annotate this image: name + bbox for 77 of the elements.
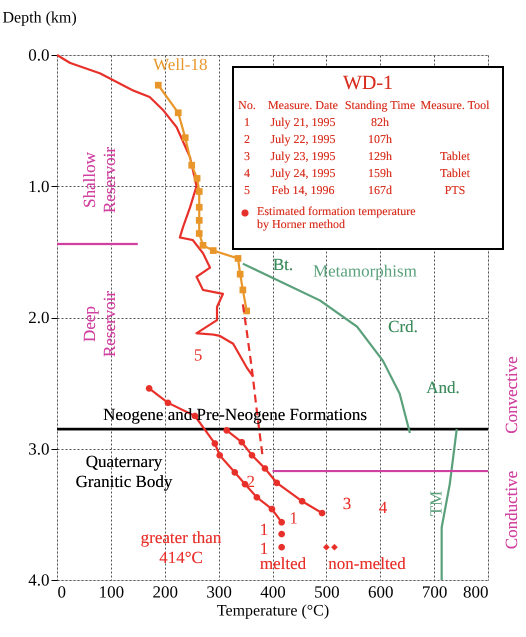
point [273, 480, 280, 486]
x-tick-label: 800 [463, 582, 488, 602]
point [231, 469, 238, 476]
y-tick-label: 0.0 [28, 46, 50, 64]
point [210, 247, 217, 254]
point [318, 510, 326, 516]
text: 3 July 23, 1995 129h Tablet [244, 149, 470, 163]
x-tick-label: 500 [314, 582, 340, 602]
annotation: 4 [378, 498, 388, 517]
point [194, 175, 200, 182]
point [298, 498, 306, 505]
annotation: 3 [342, 494, 352, 513]
point [196, 204, 203, 211]
point [254, 494, 260, 501]
point [278, 518, 286, 526]
series-label: Metamorphism [312, 261, 417, 280]
point [240, 286, 246, 294]
point [248, 452, 256, 459]
point [174, 109, 182, 116]
series-label: Well-18 [153, 55, 208, 74]
annotation: Bt. [272, 255, 294, 274]
point [236, 270, 244, 278]
annotation: greater than 414°C [140, 528, 222, 567]
y-tick-label: 2.0 [28, 308, 50, 327]
point [262, 465, 268, 472]
point [164, 399, 172, 406]
x-axis-title: Temperature (°C) [216, 602, 330, 620]
point [196, 188, 203, 195]
point [223, 427, 230, 434]
y-axis-title: Depth (km) [2, 10, 77, 26]
annotation: Deep Reservoir [80, 290, 119, 358]
line-series [440, 428, 458, 582]
annotation: And. [426, 378, 460, 397]
series-label: 2 [246, 472, 256, 491]
point [234, 255, 242, 262]
text: TM [426, 490, 446, 516]
series-label: 5 [194, 346, 202, 365]
point [188, 162, 196, 169]
point [200, 242, 206, 249]
point [212, 440, 218, 447]
point [216, 452, 224, 459]
annotation: 1 [260, 520, 268, 539]
annotation: Crd. [388, 317, 418, 336]
y-tick-label: 1.0 [28, 176, 50, 196]
annotation: Shallow Reservoir [80, 146, 119, 214]
text: 4 July 24, 1995 159h Tablet [244, 166, 470, 180]
series-label: 1 [289, 508, 298, 528]
text: 1 July 21, 1995 82h [244, 115, 389, 129]
legend-label: Estimated formation temperature by Horner method [257, 204, 416, 231]
x-tick-label: 600 [368, 582, 394, 602]
point [182, 134, 189, 142]
annotation: non-melted [328, 554, 406, 573]
x-tick-label: 300 [206, 582, 232, 602]
text: Conductive [502, 470, 521, 550]
point [268, 506, 276, 512]
point [196, 217, 203, 224]
text: WD-1 [343, 72, 393, 94]
x-tick-label: 200 [152, 582, 178, 602]
annotation: No. Measure. Date Standing Time Measure. Tool [238, 98, 490, 112]
text: 5 Feb 14, 1996 167d PTS [244, 183, 466, 197]
y-tick-label: 3.0 [28, 439, 50, 458]
point [196, 230, 203, 237]
y-tick-label: 4.0 [28, 570, 50, 590]
point [146, 385, 152, 392]
x-tick-label: 100 [98, 582, 124, 602]
point [278, 544, 286, 551]
point [238, 438, 246, 446]
point [331, 544, 338, 551]
x-tick-label: 700 [422, 582, 448, 602]
text: Convective [502, 356, 521, 434]
text: 2 July 22, 1995 107h [244, 132, 392, 146]
point [278, 530, 286, 538]
x-tick-label: 400 [260, 582, 286, 602]
annotation: Quaternary Granitic Body [76, 452, 173, 491]
point [154, 82, 162, 89]
x-tick-label: 0 [58, 582, 66, 602]
point [323, 544, 330, 551]
